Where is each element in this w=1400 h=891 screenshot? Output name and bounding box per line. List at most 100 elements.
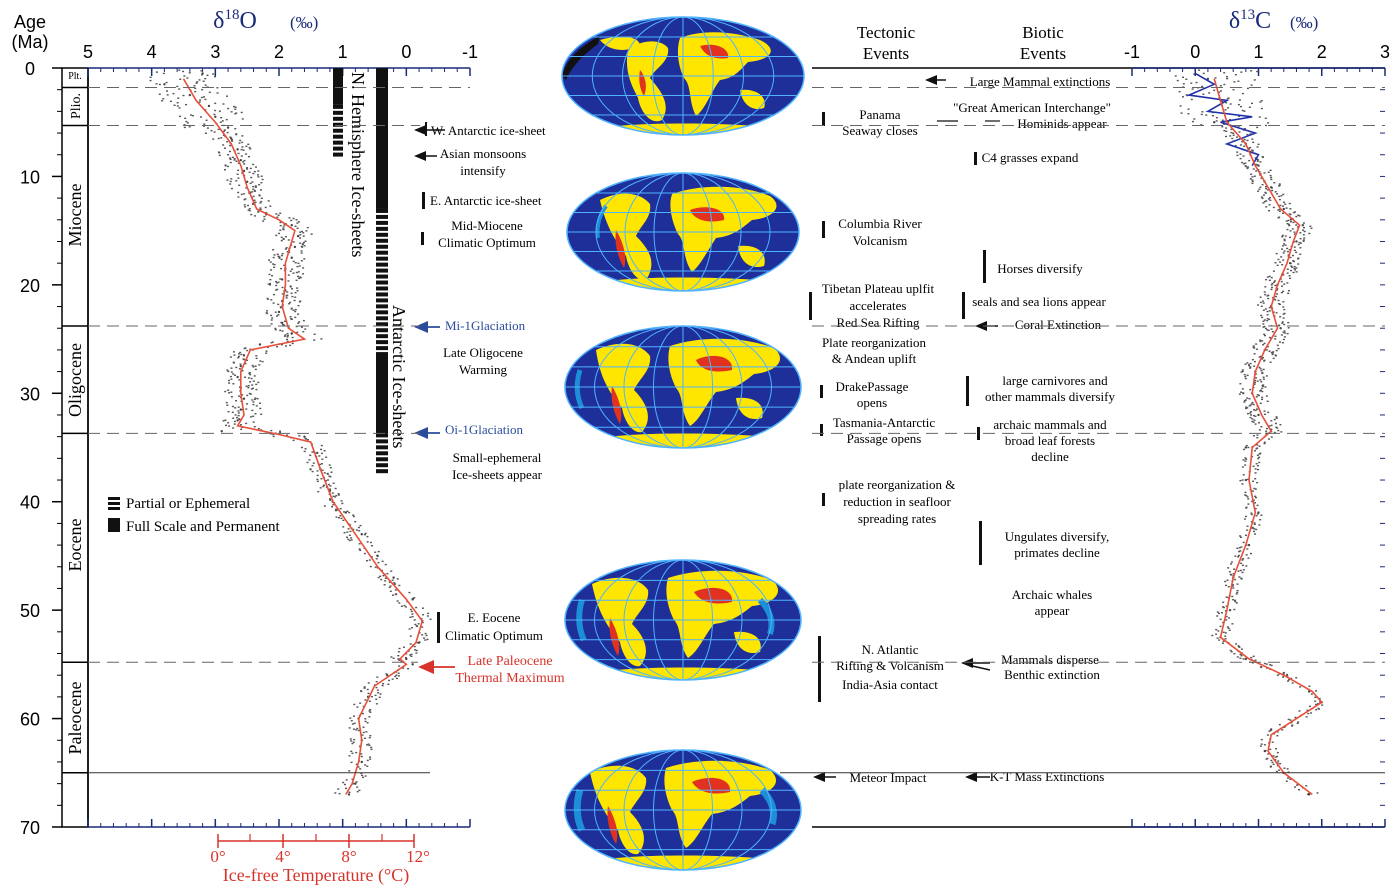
d18o-point <box>177 97 180 99</box>
d13c-point <box>1231 595 1234 598</box>
d13c-point <box>1261 396 1264 399</box>
d13c-point <box>1267 122 1270 124</box>
d18o-point <box>220 430 223 433</box>
d18o-point <box>396 600 399 602</box>
d18o-point <box>212 73 215 75</box>
d13c-point <box>1244 491 1247 494</box>
d18o-point <box>289 301 292 304</box>
d18o-point <box>269 205 272 207</box>
d18o-point <box>260 413 263 416</box>
d13c-point <box>1239 105 1242 108</box>
d18o-point <box>239 364 242 368</box>
d18o-point <box>297 271 300 273</box>
d13c-point <box>1290 265 1293 267</box>
d13c-point <box>1288 679 1291 681</box>
d13c-point <box>1295 240 1298 243</box>
d13c-axis-unit: (‰) <box>1290 13 1318 32</box>
temperature-axis-title: Ice-free Temperature (°C) <box>223 865 410 886</box>
d18o-point <box>254 166 257 168</box>
d18o-point <box>348 539 351 542</box>
d13c-point <box>1275 289 1278 291</box>
d13c-point <box>1246 362 1249 364</box>
d18o-point <box>385 673 388 675</box>
d18o-point <box>267 346 270 349</box>
d13c-point <box>1286 332 1289 335</box>
d13c-point <box>1269 748 1272 751</box>
d18o-point <box>316 451 319 455</box>
d13c-point <box>1225 584 1228 587</box>
d13c-point <box>1270 284 1273 286</box>
antarctic-partial-segment <box>376 298 388 303</box>
d18o-point <box>363 533 366 536</box>
d13c-point <box>1253 533 1256 535</box>
d18o-point <box>313 333 316 336</box>
d18o-point <box>300 250 303 252</box>
d18o-point <box>261 178 264 181</box>
d18o-point <box>331 492 334 494</box>
d18o-point <box>366 744 369 746</box>
d13c-point <box>1253 175 1256 177</box>
d13c-point <box>1263 200 1266 203</box>
d18o-point <box>250 416 253 418</box>
d18o-point <box>227 411 230 413</box>
d13c-point <box>1217 612 1220 615</box>
nh-partial-segment <box>333 146 343 151</box>
d13c-point <box>1266 345 1269 348</box>
d18o-point <box>247 143 250 146</box>
epoch-label-eocene: Eocene <box>65 519 85 572</box>
d13c-point <box>1179 105 1182 107</box>
d18o-point <box>251 387 254 389</box>
d13c-point <box>1231 623 1234 625</box>
legend-partial-label: Partial or Ephemeral <box>126 496 250 512</box>
d18o-point <box>274 311 277 313</box>
nh-partial-segment <box>333 122 343 127</box>
d18o-point <box>204 84 207 86</box>
d18o-point <box>234 374 237 376</box>
d13c-point <box>1254 478 1257 480</box>
d18o-point <box>392 576 395 579</box>
d18o-point <box>263 215 266 218</box>
d13c-point <box>1275 748 1278 750</box>
d13c-point <box>1190 82 1193 84</box>
d13c-point <box>1288 275 1291 277</box>
d18o-point <box>226 369 229 371</box>
d13c-point <box>1243 373 1246 376</box>
d13c-point <box>1265 187 1268 190</box>
arrow-meteor <box>813 772 836 782</box>
d13c-point <box>1239 569 1242 572</box>
d13c-point <box>1291 266 1294 268</box>
d13c-point <box>1226 98 1229 100</box>
d13c-point <box>1221 100 1224 103</box>
d13c-point <box>1249 412 1252 414</box>
d13c-point <box>1244 446 1248 449</box>
epoch-labels: Plt. Plio. Miocene Oligocene Eocene Pale… <box>65 71 85 754</box>
antarctic-partial-segment <box>376 445 388 450</box>
d18o-point <box>424 639 427 641</box>
d13c-point <box>1242 658 1245 660</box>
d13c-point <box>1187 113 1190 115</box>
d18o-point <box>320 478 323 480</box>
d13c-point <box>1253 487 1256 490</box>
d13c-point <box>1298 215 1301 217</box>
d18o-point <box>387 683 390 686</box>
antarctic-partial-segment <box>376 292 388 297</box>
d13c-point <box>1243 145 1246 147</box>
d18o-point <box>182 70 185 73</box>
legend-partial-swatch <box>108 497 120 510</box>
d18o-point <box>178 69 181 71</box>
d13c-point <box>1198 69 1201 71</box>
tectonic-tasmania: Tasmania-Antarctic Passage opens <box>833 415 936 446</box>
d18o-point <box>397 658 400 660</box>
d18o-point <box>351 723 354 725</box>
d13c-point <box>1260 381 1263 383</box>
d18o-point <box>292 241 295 243</box>
d13c-point <box>1288 249 1291 251</box>
d18o-point <box>296 290 299 292</box>
d18o-point <box>204 98 207 101</box>
d18o-point <box>303 450 306 453</box>
age-tick-label: 40 <box>20 493 40 513</box>
d13c-point <box>1280 431 1283 433</box>
d18o-point <box>188 93 192 97</box>
d18o-point <box>214 109 217 112</box>
tectonic-meteor: Meteor Impact <box>850 770 927 785</box>
